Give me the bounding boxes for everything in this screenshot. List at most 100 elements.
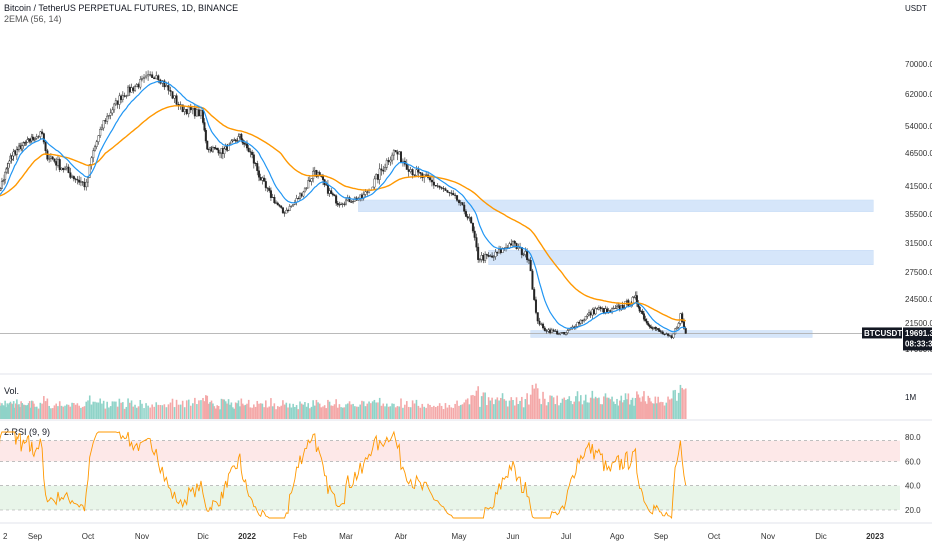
time-axis-tick: Sep	[28, 532, 43, 541]
volume-scale-label: 1M	[905, 393, 917, 402]
candle-body	[149, 74, 152, 76]
volume-bar	[591, 390, 594, 419]
candle	[271, 193, 274, 199]
candle-body	[249, 151, 252, 153]
volume-bar	[444, 403, 447, 419]
candle-body	[137, 84, 140, 88]
candle-body	[55, 161, 58, 166]
candle	[373, 175, 376, 190]
candle	[26, 136, 29, 143]
volume-bar	[315, 399, 318, 419]
candle-body	[343, 203, 346, 205]
candle-body	[621, 304, 624, 309]
indicator-label[interactable]: 2EMA (56, 14)	[4, 14, 62, 24]
volume-bar	[78, 405, 80, 419]
volume-bar	[83, 406, 86, 419]
candle-body	[237, 136, 240, 141]
volume-bar	[524, 399, 527, 419]
candle	[223, 146, 226, 158]
price-axis-tick: 35500.0	[905, 210, 932, 219]
volume-bar	[81, 406, 84, 419]
candle	[448, 191, 451, 197]
candle	[315, 169, 318, 178]
candle	[391, 152, 394, 165]
candle	[237, 133, 240, 142]
candle	[657, 327, 660, 332]
candle	[287, 208, 290, 213]
zone-2	[488, 250, 874, 265]
volume-bar	[407, 406, 410, 419]
candle-body	[549, 329, 552, 333]
volume-bar	[341, 407, 344, 419]
volume-bar	[108, 407, 110, 419]
candle-body	[217, 149, 220, 154]
candle-body	[405, 164, 408, 170]
volume-bar	[646, 403, 648, 419]
candle-body	[452, 193, 455, 196]
volume-bar	[243, 405, 245, 419]
volume-bar	[155, 402, 158, 419]
volume-bar	[80, 407, 82, 419]
candle	[64, 165, 67, 171]
volume-bar	[327, 399, 329, 419]
candle-body	[187, 106, 190, 115]
rsi-label[interactable]: 2.RSI (9, 9)	[4, 427, 51, 437]
candle-body	[53, 158, 56, 162]
candle-body	[326, 184, 329, 194]
price-axis-tick: 27500.0	[905, 268, 932, 277]
candle-body	[442, 188, 445, 190]
volume-bar	[368, 401, 370, 419]
volume-bar	[436, 405, 439, 419]
volume-bar	[647, 395, 650, 419]
candle	[123, 92, 126, 98]
volume-bar	[21, 403, 23, 419]
price-tag-bg	[903, 327, 932, 351]
candle-body	[280, 205, 283, 208]
candle-body	[430, 179, 433, 183]
candle	[396, 149, 399, 161]
time-axis-tick: Ago	[610, 532, 625, 541]
zone-1	[358, 199, 874, 212]
candle-body	[34, 137, 37, 141]
candle-body	[400, 151, 403, 163]
candle	[48, 154, 51, 163]
time-axis-tick: Dic	[197, 532, 209, 541]
volume-bar	[456, 400, 458, 419]
volume-bar	[229, 404, 231, 419]
candle	[450, 190, 453, 196]
volume-bar	[370, 403, 372, 419]
candle	[568, 328, 571, 331]
time-axis-tick: Sep	[654, 532, 669, 541]
candle-body	[139, 79, 142, 88]
candle-body	[417, 169, 420, 173]
volume-bar	[496, 397, 499, 419]
candle-body	[287, 210, 290, 212]
candle-body	[464, 211, 467, 217]
candle-body	[540, 323, 543, 325]
candle	[338, 201, 341, 208]
candle-body	[667, 333, 670, 336]
volume-bar	[373, 399, 376, 419]
candle-body	[128, 86, 131, 93]
candle-body	[531, 270, 534, 290]
volume-bar	[239, 406, 241, 419]
volume-bar	[244, 404, 247, 419]
candle-body	[594, 308, 597, 315]
volume-bar	[230, 402, 233, 419]
volume-bar	[318, 403, 321, 419]
volume-bar	[90, 404, 93, 419]
candle	[650, 324, 653, 330]
volume-bar	[345, 404, 347, 419]
volume-bar	[26, 404, 29, 419]
candle	[275, 200, 278, 204]
volume-bar	[683, 389, 685, 419]
candle-body	[583, 319, 586, 322]
volume-bar	[386, 403, 388, 419]
candle	[387, 157, 390, 166]
volume-bar	[638, 397, 641, 419]
volume-bar	[540, 404, 543, 419]
volume-bar	[343, 407, 346, 419]
candle	[485, 253, 488, 260]
volume-bar	[346, 403, 349, 419]
